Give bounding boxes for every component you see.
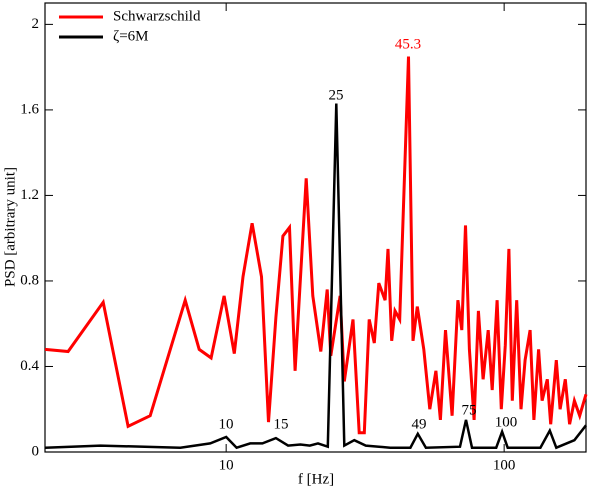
y-tick-label: 0 [32,443,40,459]
annotation: 10 [219,416,234,432]
annotation: 75 [462,402,477,418]
y-tick-label: 0.4 [20,358,39,374]
annotation: 15 [274,416,289,432]
y-tick-label: 2 [32,16,40,32]
annotation: 45.3 [395,36,421,52]
y-axis-label: PSD [arbitrary unit] [2,167,18,287]
annotation: 25 [329,87,344,103]
annotation: 49 [412,416,427,432]
y-tick-label: 1.6 [20,101,39,117]
legend-label: Schwarzschild [113,8,201,24]
x-axis-label: f [Hz] [298,471,334,487]
plot-frame [44,2,587,453]
y-tick-label: 0.8 [20,272,39,288]
y-tick-label: 1.2 [20,187,39,203]
series-line [44,56,588,435]
annotation: 100 [495,414,518,430]
legend-label: ζ=6M [113,28,149,44]
series-line [44,103,587,450]
x-tick-label: 100 [493,457,516,473]
x-tick-label: 10 [219,457,234,473]
